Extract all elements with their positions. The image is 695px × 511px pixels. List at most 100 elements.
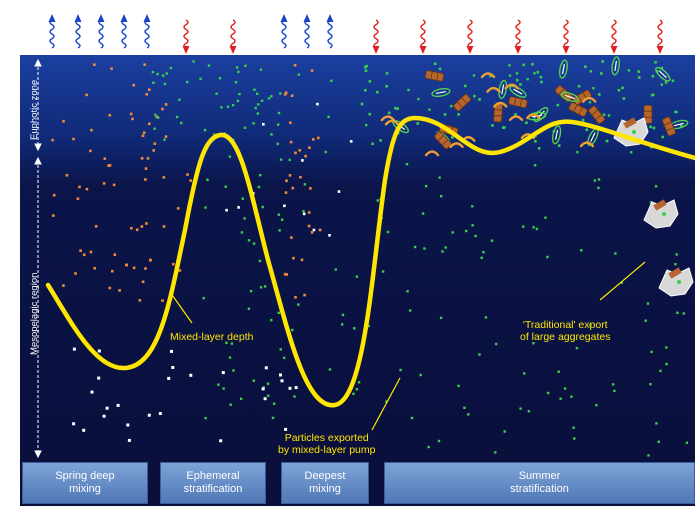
- particle: [557, 370, 560, 373]
- particle: [341, 323, 344, 326]
- particle: [622, 97, 626, 100]
- particle: [472, 74, 476, 77]
- particle: [539, 75, 543, 79]
- particle: [237, 70, 240, 74]
- particle: [180, 121, 183, 125]
- particle: [152, 149, 155, 152]
- particle: [89, 250, 93, 254]
- mld-pointer: [169, 291, 193, 324]
- copepod-icon: [424, 150, 440, 157]
- particle: [277, 111, 281, 115]
- particle: [82, 253, 86, 257]
- wavy-down-arrow-icon: [182, 19, 190, 54]
- particle: [259, 286, 263, 289]
- large-aggregate-icon: [643, 199, 679, 229]
- particle: [267, 394, 270, 397]
- particle: [219, 439, 223, 443]
- particle: [90, 128, 93, 132]
- particle: [674, 263, 677, 266]
- particle: [580, 249, 583, 252]
- particle: [225, 208, 228, 212]
- particle: [589, 324, 592, 327]
- particle: [559, 397, 562, 400]
- particle: [600, 72, 603, 75]
- particle: [303, 293, 306, 297]
- particle: [102, 414, 106, 418]
- particle: [111, 269, 114, 273]
- particle: [172, 262, 175, 266]
- heat-flux-arrows: [48, 14, 664, 54]
- particle: [353, 327, 356, 330]
- particle: [108, 286, 112, 290]
- particle: [318, 228, 322, 232]
- particle: [140, 157, 144, 160]
- particle: [364, 69, 368, 72]
- phytoplankton-icon: [551, 125, 562, 145]
- particle: [252, 122, 255, 125]
- particle: [280, 218, 284, 221]
- wavy-down-arrow-icon: [514, 19, 522, 54]
- particle: [270, 318, 273, 322]
- particle: [385, 85, 388, 88]
- particle: [290, 236, 293, 239]
- particle: [204, 206, 207, 209]
- wavy-down-arrow-icon: [562, 19, 570, 54]
- particle: [515, 78, 519, 82]
- particle: [324, 150, 327, 154]
- particle: [234, 81, 238, 84]
- particle: [537, 147, 541, 150]
- particle: [536, 70, 540, 74]
- particle: [451, 231, 454, 234]
- particle: [644, 319, 647, 322]
- particle: [598, 93, 601, 96]
- particle: [263, 397, 267, 401]
- particle: [110, 67, 113, 70]
- particle: [218, 77, 222, 80]
- particle: [533, 72, 536, 75]
- particle: [357, 381, 361, 384]
- particle: [457, 384, 460, 388]
- wavy-up-arrow-icon: [280, 14, 288, 49]
- mixed-layer-depth-label: Mixed-layer depth: [170, 331, 254, 343]
- particle: [685, 441, 689, 444]
- particle: [463, 406, 466, 409]
- copepod-icon: [380, 115, 396, 122]
- particle: [289, 140, 293, 144]
- particle: [132, 83, 136, 87]
- particle: [316, 102, 319, 106]
- copepod-icon: [504, 83, 519, 90]
- copepod-icon: [486, 86, 501, 93]
- particle: [252, 242, 256, 245]
- particle: [154, 113, 157, 117]
- particle: [617, 88, 621, 92]
- particle: [676, 311, 679, 314]
- particle: [527, 410, 531, 413]
- particle: [155, 115, 159, 119]
- particle: [279, 373, 282, 377]
- particle: [171, 366, 175, 369]
- particle: [126, 423, 130, 427]
- particle: [243, 217, 246, 220]
- particle: [225, 341, 228, 344]
- particle: [327, 115, 330, 118]
- particle: [256, 92, 259, 95]
- particle: [671, 79, 675, 83]
- particle: [228, 356, 232, 359]
- particle: [592, 87, 595, 90]
- particle: [303, 183, 307, 186]
- particle: [260, 99, 264, 102]
- particle: [464, 84, 467, 88]
- particle: [285, 273, 288, 276]
- particle: [364, 65, 367, 69]
- season-ephemeral-stratification: Ephemeral stratification: [160, 462, 266, 504]
- particle: [440, 195, 443, 198]
- particle: [421, 212, 425, 215]
- season-label: Spring deep mixing: [55, 470, 115, 495]
- particle: [355, 388, 359, 391]
- particle: [328, 234, 331, 237]
- particle: [302, 212, 306, 216]
- particle: [270, 95, 273, 98]
- copepod-icon: [508, 115, 524, 122]
- wavy-down-arrow-icon: [656, 19, 664, 54]
- mixed-layer-depth-line: [45, 115, 695, 408]
